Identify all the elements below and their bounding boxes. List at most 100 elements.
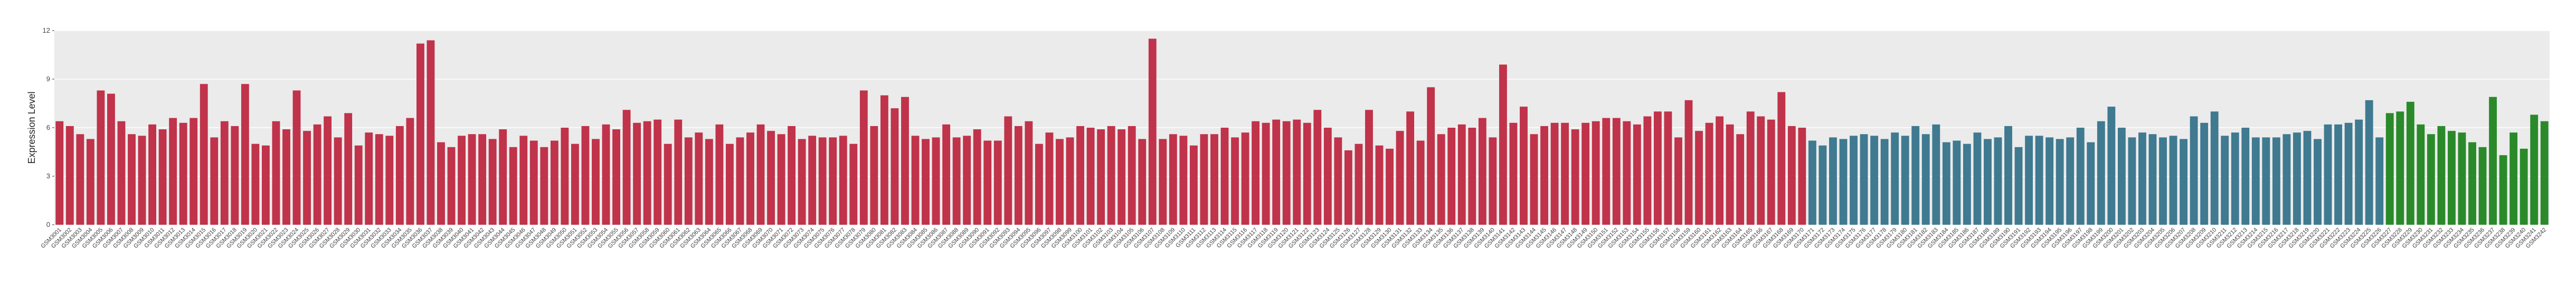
bar — [458, 136, 466, 225]
bar — [2262, 137, 2270, 225]
bar — [911, 136, 920, 225]
bar — [581, 126, 590, 225]
bar — [1468, 128, 1476, 225]
bar — [1138, 139, 1147, 225]
bar — [952, 137, 961, 225]
bar — [1808, 140, 1816, 225]
bar — [963, 136, 971, 225]
bar — [55, 121, 64, 225]
bar — [1056, 139, 1064, 225]
bar — [1860, 134, 1868, 225]
bar — [1819, 145, 1827, 225]
bar — [880, 95, 888, 225]
bar — [932, 137, 940, 225]
bar — [251, 144, 260, 225]
bar — [1148, 39, 1157, 225]
bar — [313, 124, 321, 225]
bar — [756, 124, 765, 225]
bar — [200, 84, 208, 225]
bar — [2117, 128, 2126, 225]
bar — [2324, 124, 2332, 225]
bar — [2468, 142, 2476, 225]
bar — [2499, 155, 2507, 225]
bar — [788, 126, 796, 225]
bar — [529, 140, 538, 225]
bar — [1416, 140, 1425, 225]
bar — [2035, 136, 2043, 225]
bar — [2272, 137, 2280, 225]
bar — [1323, 128, 1332, 225]
bar — [2169, 136, 2177, 225]
bar — [2056, 139, 2064, 225]
bar — [282, 129, 290, 225]
bar — [1757, 116, 1765, 225]
bar — [1355, 144, 1363, 225]
bar — [1272, 119, 1281, 225]
bar — [715, 124, 724, 225]
bar — [2241, 128, 2250, 225]
bar — [2283, 134, 2291, 225]
bar — [1612, 118, 1621, 225]
bar — [1117, 129, 1126, 225]
bar — [746, 132, 754, 225]
bar — [1231, 137, 1239, 225]
bar — [1705, 122, 1713, 225]
bar — [2045, 137, 2054, 225]
bar — [128, 134, 136, 225]
bar — [1664, 111, 1672, 225]
bar — [1623, 121, 1631, 225]
bar — [1499, 64, 1507, 225]
bar — [1447, 128, 1456, 225]
bar — [2180, 139, 2187, 225]
bar — [2489, 97, 2497, 225]
y-tick-label: 3 — [46, 172, 50, 180]
bar — [1581, 122, 1590, 225]
bar — [993, 140, 1002, 225]
bar — [2458, 132, 2466, 225]
bar — [324, 116, 332, 225]
bar — [1457, 124, 1466, 225]
bar — [117, 121, 126, 225]
bar — [1602, 118, 1611, 225]
bar — [1520, 107, 1528, 225]
bar — [416, 43, 424, 225]
bar — [1695, 131, 1703, 225]
bar — [1870, 136, 1879, 225]
bar — [1726, 124, 1734, 225]
bar — [1509, 122, 1518, 225]
bar — [1829, 137, 1837, 225]
bar — [437, 142, 445, 225]
bar — [2303, 131, 2312, 225]
bar — [1086, 128, 1095, 225]
bar — [220, 121, 229, 225]
bar — [2025, 136, 2033, 225]
bar — [870, 126, 878, 225]
bar — [622, 110, 631, 225]
bar — [2314, 139, 2322, 225]
bar — [2478, 147, 2487, 225]
bar — [2251, 137, 2260, 225]
bar — [241, 84, 249, 225]
bar — [1159, 139, 1167, 225]
bar — [1850, 136, 1858, 225]
bar — [633, 122, 641, 225]
bar — [1592, 121, 1600, 225]
bar — [561, 128, 569, 225]
y-tick-label: 9 — [46, 75, 50, 83]
bar — [354, 145, 363, 225]
bar — [262, 145, 270, 225]
bar — [1478, 118, 1486, 225]
bar — [210, 137, 219, 225]
bar — [674, 119, 683, 225]
bar — [1798, 128, 1806, 225]
bar — [1406, 111, 1415, 225]
bar — [2355, 119, 2363, 225]
bar — [2076, 128, 2085, 225]
bar — [777, 134, 785, 225]
bar — [1179, 136, 1188, 225]
bar — [65, 126, 74, 225]
bar — [272, 121, 280, 225]
bar — [2385, 113, 2394, 225]
bar — [1736, 134, 1745, 225]
